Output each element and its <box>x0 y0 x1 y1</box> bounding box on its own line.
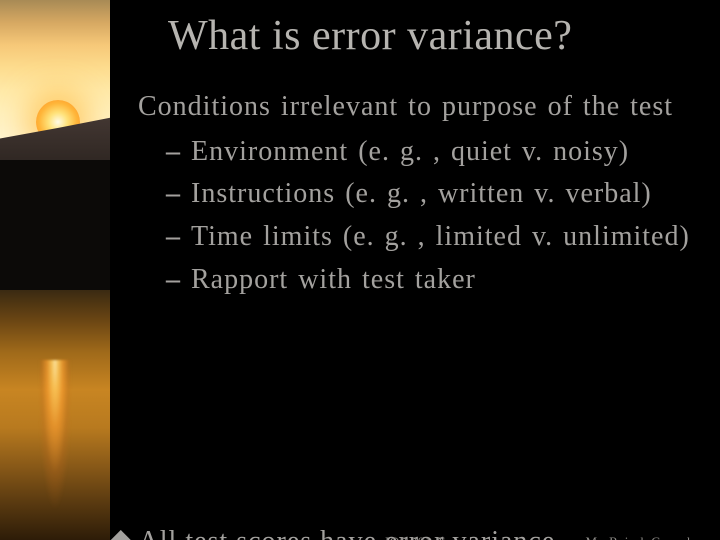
footer-author: Mr. Rajesh Gunesh <box>585 534 694 540</box>
bullet-text: Rapport with test taker <box>191 264 476 295</box>
sun-reflection <box>40 360 70 510</box>
bullet-text: Instructions (e. g. , written v. verbal) <box>191 178 652 209</box>
slide-title: What is error variance? <box>138 12 692 60</box>
bullet-item: – Rapport with test taker <box>166 260 692 301</box>
lead-text: Conditions irrelevant to purpose of the … <box>138 88 692 126</box>
bullet-item: – Instructions (e. g. , written v. verba… <box>166 174 692 215</box>
slide-content: What is error variance? Conditions irrel… <box>110 0 720 540</box>
diamond-bullet-icon: ◆ <box>110 522 133 540</box>
cutoff-line: ◆ All test scores have error variance <box>110 524 555 540</box>
bullet-text: Time limits (e. g. , limited v. unlimite… <box>191 221 690 252</box>
cutoff-text: All test scores have error variance <box>139 526 556 540</box>
bullet-item: – Time limits (e. g. , limited v. unlimi… <box>166 217 692 258</box>
bullet-text: Environment (e. g. , quiet v. noisy) <box>191 136 629 167</box>
bullet-list: – Environment (e. g. , quiet v. noisy) –… <box>138 132 692 300</box>
footer-course-code: IOP 301-T <box>385 534 445 540</box>
bullet-item: – Environment (e. g. , quiet v. noisy) <box>166 132 692 173</box>
